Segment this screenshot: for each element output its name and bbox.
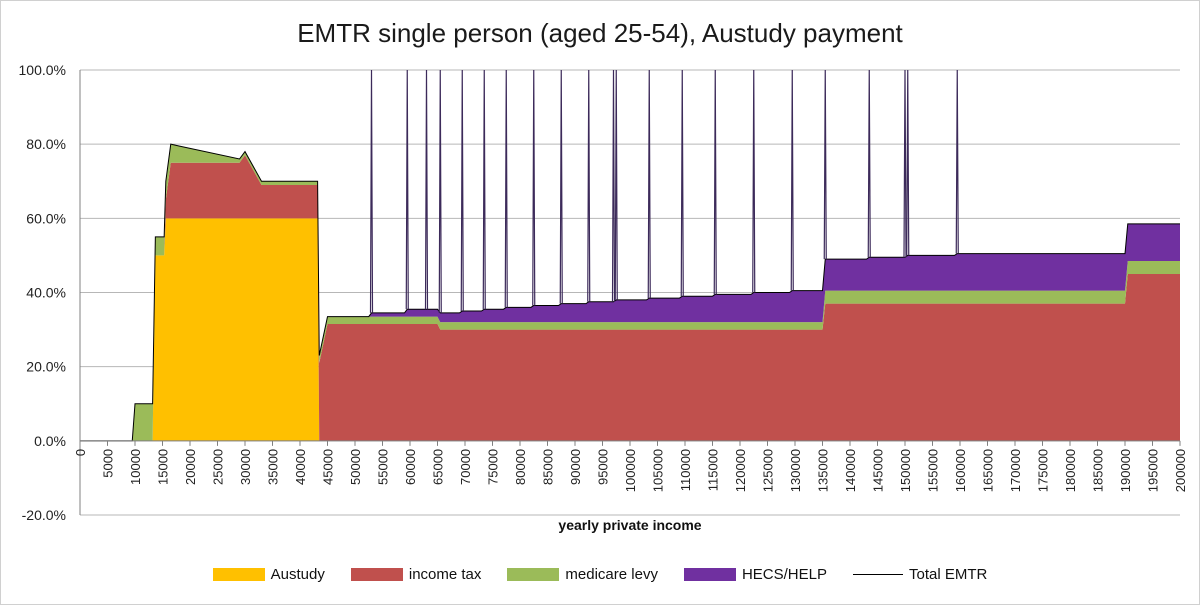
x-tick-label: 120000 [733, 449, 748, 492]
x-tick-label: 110000 [678, 449, 693, 491]
x-axis-label: yearly private income [558, 517, 701, 533]
x-tick-label: 105000 [651, 449, 666, 492]
x-tick-label: 80000 [513, 449, 528, 485]
legend-swatch-hecs [683, 568, 736, 581]
legend-label-hecs: HECS/HELP [741, 566, 827, 583]
legend-item-income-tax: income tax [350, 566, 482, 583]
x-tick-label: 135000 [816, 449, 831, 492]
x-tick-label: 35000 [266, 449, 281, 485]
x-tick-label: 190000 [1118, 449, 1133, 492]
x-tick-label: 10000 [128, 449, 143, 485]
legend-label-austudy: Austudy [270, 566, 325, 583]
total-emtr-line [80, 69, 1180, 442]
x-tick-label: 125000 [761, 449, 776, 492]
total-emtr-spike [752, 69, 756, 293]
total-emtr-spike [867, 69, 871, 258]
x-tick-label: 185000 [1091, 449, 1106, 492]
legend-swatch-medicare-levy [507, 568, 560, 581]
x-tick-label: 75000 [486, 449, 501, 485]
legend-item-medicare-levy: medicare levy [507, 566, 658, 583]
legend-label-total-emtr: Total EMTR [908, 566, 988, 583]
total-emtr-spike [647, 69, 651, 299]
x-tick-label: 20000 [183, 449, 198, 485]
stacked-areas [80, 144, 1180, 441]
x-tick-label: 5000 [101, 449, 116, 478]
x-tick-label: 90000 [568, 449, 583, 485]
x-tick-label: 195000 [1146, 449, 1161, 492]
legend-item-total-emtr: Total EMTR [852, 566, 988, 583]
total-emtr-spike [903, 69, 907, 258]
y-tick-label: 20.0% [26, 359, 66, 375]
total-emtr-spike [823, 69, 827, 260]
area-income-tax [80, 155, 1180, 441]
x-tick-label: 180000 [1063, 449, 1078, 492]
total-emtr-spike [955, 69, 959, 254]
x-tick-label: 115000 [706, 449, 721, 491]
x-tick-label: 175000 [1036, 449, 1051, 492]
x-tick-label: 0 [73, 449, 88, 456]
y-tick-label: -20.0% [22, 507, 66, 523]
x-tick-label: 40000 [293, 449, 308, 485]
y-tick-label: 60.0% [26, 210, 66, 226]
x-tick-label: 95000 [596, 449, 611, 485]
total-emtr-spike [424, 69, 429, 310]
total-emtr-spike [614, 69, 618, 300]
y-tick-label: 80.0% [26, 136, 66, 152]
legend: Austudy income tax medicare levy HECS/HE… [0, 566, 1200, 583]
total-emtr-spike [504, 69, 508, 308]
x-tick-label: 60000 [403, 449, 418, 485]
total-emtr-spike [369, 69, 374, 313]
legend-item-hecs: HECS/HELP [683, 566, 827, 583]
x-tick-label: 145000 [871, 449, 886, 492]
total-emtr-spike [460, 69, 464, 312]
x-tick-label: 165000 [981, 449, 996, 492]
y-tick-label: 0.0% [34, 433, 66, 449]
legend-label-medicare-levy: medicare levy [565, 566, 658, 583]
x-tick-label: 160000 [953, 449, 968, 492]
total-emtr-spike [680, 69, 684, 297]
legend-label-income-tax: income tax [408, 566, 482, 583]
x-tick-label: 45000 [321, 449, 336, 485]
area-austudy [80, 218, 1180, 441]
x-tick-label: 140000 [843, 449, 858, 492]
x-tick-label: 200000 [1173, 449, 1188, 492]
x-tick-labels: 0 5000 10000 15000 20000 25000 30000 35000 40000… [73, 440, 1188, 492]
y-tick-label: 100.0% [19, 62, 66, 78]
total-emtr-spike [559, 69, 563, 304]
legend-item-austudy: Austudy [212, 566, 325, 583]
total-emtr-spike [532, 69, 536, 306]
total-emtr-spike [713, 69, 717, 295]
total-emtr-spike [790, 69, 794, 291]
area-medicare-levy [80, 144, 1180, 441]
x-tick-label: 30000 [238, 449, 253, 485]
x-tick-label: 100000 [623, 449, 638, 492]
total-emtr-spike [611, 69, 616, 302]
total-emtr-spike [482, 69, 486, 310]
y-tick-label: 40.0% [26, 285, 66, 301]
x-tick-label: 155000 [926, 449, 941, 492]
x-tick-label: 65000 [431, 449, 446, 485]
x-tick-label: 85000 [541, 449, 556, 485]
x-tick-label: 150000 [898, 449, 913, 492]
x-tick-label: 15000 [156, 449, 171, 485]
total-emtr-spike [405, 69, 409, 310]
total-emtr-spike [587, 69, 591, 302]
x-tick-label: 25000 [211, 449, 226, 485]
x-tick-label: 170000 [1008, 449, 1023, 492]
x-tick-label: 50000 [348, 449, 363, 485]
total-emtr-spike [906, 69, 910, 256]
total-emtr-line-path [80, 143, 1180, 442]
x-tick-label: 130000 [788, 449, 803, 492]
x-tick-label: 70000 [458, 449, 473, 485]
total-emtr-spike [438, 69, 442, 313]
legend-swatch-total-emtr [852, 574, 903, 575]
chart-title: EMTR single person (aged 25-54), Austudy… [297, 18, 903, 48]
legend-swatch-austudy [212, 568, 265, 581]
y-tick-labels: 100.0% 80.0% 60.0% 40.0% 20.0% 0.0% -20.0% [19, 62, 66, 523]
x-tick-label: 55000 [376, 449, 391, 485]
legend-swatch-income-tax [350, 568, 403, 581]
